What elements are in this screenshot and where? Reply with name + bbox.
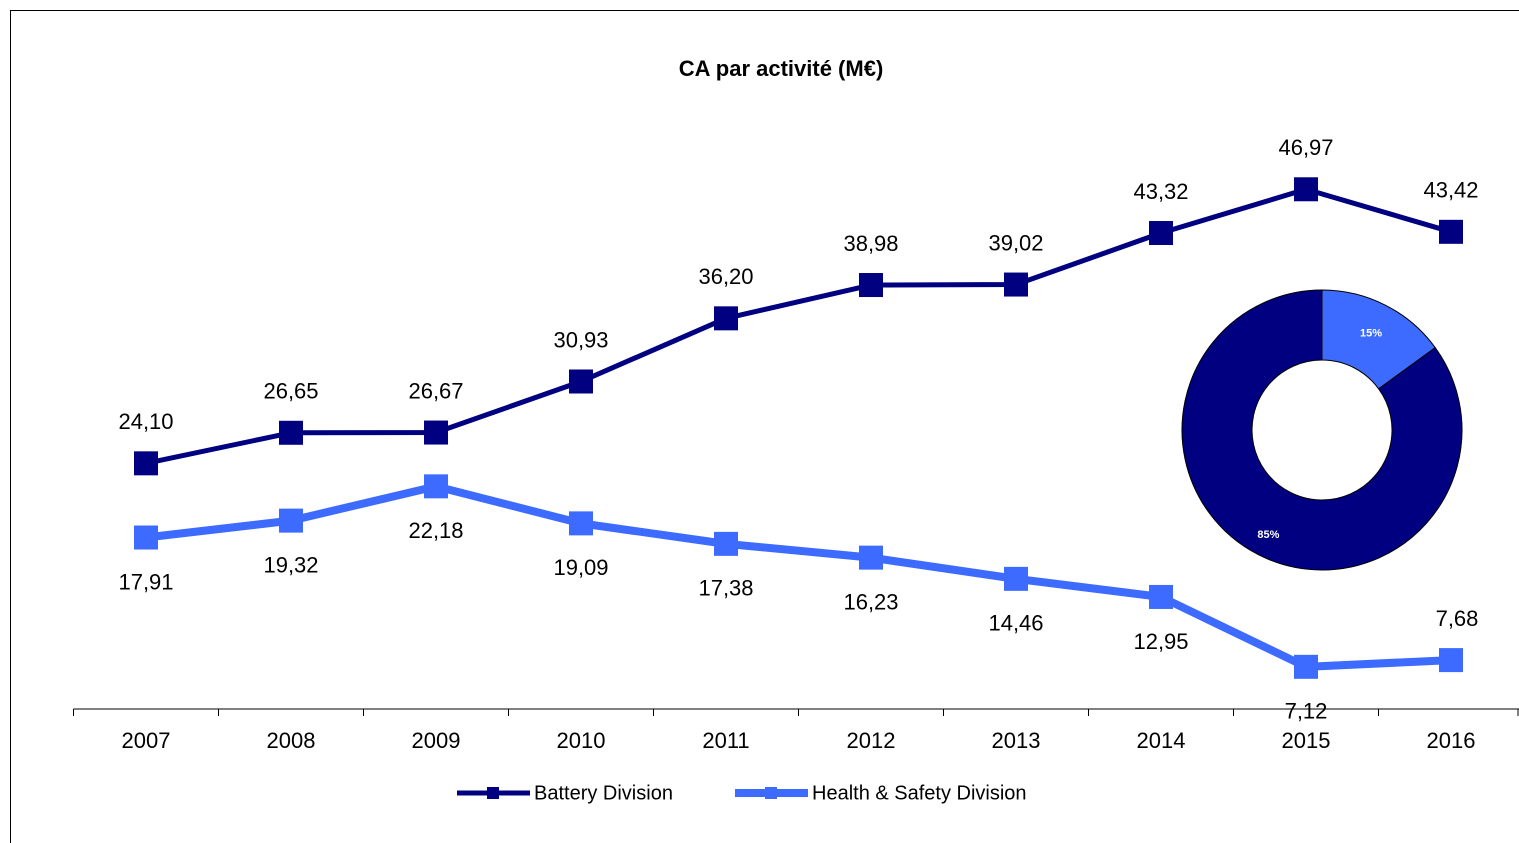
data-label: 26,65 bbox=[263, 379, 318, 404]
chart-title: CA par activité (M€) bbox=[679, 56, 884, 81]
marker bbox=[1294, 654, 1318, 679]
marker bbox=[279, 508, 303, 533]
marker bbox=[1004, 272, 1028, 297]
marker bbox=[1149, 584, 1173, 609]
data-label: 17,91 bbox=[118, 569, 173, 594]
x-tick-label: 2013 bbox=[992, 728, 1041, 753]
marker bbox=[714, 306, 738, 331]
x-tick-label: 2014 bbox=[1137, 728, 1186, 753]
data-label: 7,12 bbox=[1285, 699, 1328, 724]
marker bbox=[134, 451, 158, 476]
chart-frame bbox=[10, 10, 1519, 843]
marker bbox=[424, 474, 448, 499]
data-label: 19,09 bbox=[553, 555, 608, 580]
legend-marker bbox=[487, 787, 499, 799]
x-tick-label: 2008 bbox=[267, 728, 316, 753]
donut-slice bbox=[1181, 289, 1463, 571]
marker bbox=[1294, 177, 1318, 202]
slice-label: 85% bbox=[1257, 529, 1279, 541]
marker bbox=[1149, 221, 1173, 246]
marker bbox=[714, 531, 738, 556]
data-label: 14,46 bbox=[988, 611, 1043, 636]
data-label: 22,18 bbox=[408, 518, 463, 543]
data-label: 39,02 bbox=[988, 230, 1043, 255]
marker bbox=[569, 511, 593, 536]
data-label: 24,10 bbox=[118, 409, 173, 434]
marker bbox=[424, 420, 448, 445]
series-line bbox=[145, 186, 1452, 466]
marker bbox=[134, 525, 158, 550]
x-tick-label: 2010 bbox=[557, 728, 606, 753]
legend-marker bbox=[765, 787, 777, 799]
x-tick-label: 2015 bbox=[1282, 728, 1331, 753]
x-tick-label: 2011 bbox=[702, 728, 749, 753]
marker bbox=[569, 369, 593, 394]
marker bbox=[1439, 648, 1463, 673]
marker bbox=[859, 273, 883, 298]
data-label: 19,32 bbox=[263, 552, 318, 577]
data-label: 30,93 bbox=[553, 327, 608, 352]
legend-label: Battery Division bbox=[534, 782, 673, 804]
x-tick-label: 2007 bbox=[122, 728, 171, 753]
data-label: 38,98 bbox=[843, 231, 898, 256]
x-tick-label: 2009 bbox=[412, 728, 461, 753]
data-label: 36,20 bbox=[698, 264, 753, 289]
legend-label: Health & Safety Division bbox=[812, 782, 1027, 804]
data-label: 17,38 bbox=[698, 576, 753, 601]
slice-label: 15% bbox=[1360, 328, 1382, 340]
data-label: 16,23 bbox=[843, 589, 898, 614]
marker bbox=[1439, 219, 1463, 244]
marker bbox=[1004, 566, 1028, 591]
x-tick-label: 2016 bbox=[1427, 728, 1476, 753]
marker bbox=[279, 420, 303, 445]
data-label: 43,32 bbox=[1133, 179, 1188, 204]
series-line bbox=[145, 482, 1452, 671]
data-label: 12,95 bbox=[1133, 629, 1188, 654]
data-label: 46,97 bbox=[1278, 135, 1333, 160]
data-label: 26,67 bbox=[408, 378, 463, 403]
marker bbox=[859, 545, 883, 570]
data-label: 43,42 bbox=[1423, 178, 1478, 203]
data-label: 7,68 bbox=[1436, 606, 1479, 631]
x-tick-label: 2012 bbox=[847, 728, 896, 753]
